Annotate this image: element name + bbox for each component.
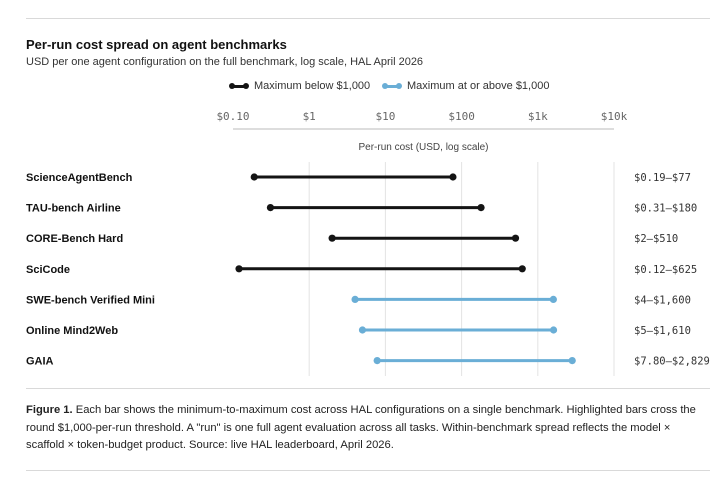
max-point — [549, 326, 558, 334]
caption-divider — [26, 388, 710, 389]
legend-label: Maximum at or above $1,000 — [407, 80, 550, 92]
legend-item-above-1000: Maximum at or above $1,000 — [381, 80, 549, 92]
min-point — [351, 295, 359, 303]
max-point — [568, 357, 576, 365]
x-axis-label: Per-run cost (USD, log scale) — [358, 142, 488, 153]
chart-title: Per-run cost spread on agent benchmarks — [26, 37, 287, 52]
x-tick-label: $10 — [375, 110, 395, 123]
max-point — [549, 295, 557, 303]
min-point — [373, 357, 381, 365]
benchmark-label: TAU-bench Airline — [26, 203, 121, 215]
legend-swatch-blue — [381, 81, 403, 91]
min-point — [235, 265, 243, 273]
range-label: $2–$510 — [634, 233, 678, 245]
benchmark-label: CORE-Bench Hard — [26, 233, 123, 245]
min-point — [328, 234, 336, 242]
range-label: $7.80–$2,829 — [634, 356, 710, 368]
benchmark-label: Online Mind2Web — [26, 325, 118, 337]
range-label: $0.12–$625 — [634, 264, 697, 276]
caption-text: Each bar shows the minimum-to-maximum co… — [26, 404, 696, 451]
benchmark-label: SciCode — [26, 264, 70, 276]
bottom-divider — [26, 470, 710, 471]
min-point — [250, 173, 258, 181]
legend-item-below-1000: Maximum below $1,000 — [228, 80, 370, 92]
chart-subtitle: USD per one agent configuration on the f… — [26, 56, 424, 68]
legend: Maximum below $1,000 Maximum at or above… — [0, 80, 728, 96]
top-divider — [26, 18, 710, 19]
range-label: $0.31–$180 — [634, 203, 697, 215]
benchmark-label: ScienceAgentBench — [26, 172, 133, 184]
figure-caption: Figure 1. Each bar shows the minimum-to-… — [26, 402, 698, 455]
x-tick-label: $1k — [528, 110, 548, 123]
min-point — [358, 326, 367, 334]
legend-label: Maximum below $1,000 — [254, 80, 371, 92]
max-point — [518, 265, 526, 273]
benchmark-label: SWE-bench Verified Mini — [26, 294, 155, 306]
x-tick-label: $1 — [303, 110, 316, 123]
max-point — [449, 173, 457, 181]
x-tick-label: $10k — [601, 110, 628, 123]
benchmark-label: GAIA — [26, 356, 54, 368]
max-point — [511, 234, 520, 242]
max-point — [477, 204, 485, 212]
x-tick-label: $100 — [448, 110, 475, 123]
x-tick-label: $0.10 — [216, 110, 249, 123]
min-point — [266, 204, 275, 212]
range-label: $0.19–$77 — [634, 172, 691, 184]
range-label: $4–$1,600 — [634, 294, 691, 306]
legend-swatch-dark — [228, 81, 250, 91]
caption-label: Figure 1. — [26, 404, 73, 416]
range-label: $5–$1,610 — [634, 325, 691, 337]
